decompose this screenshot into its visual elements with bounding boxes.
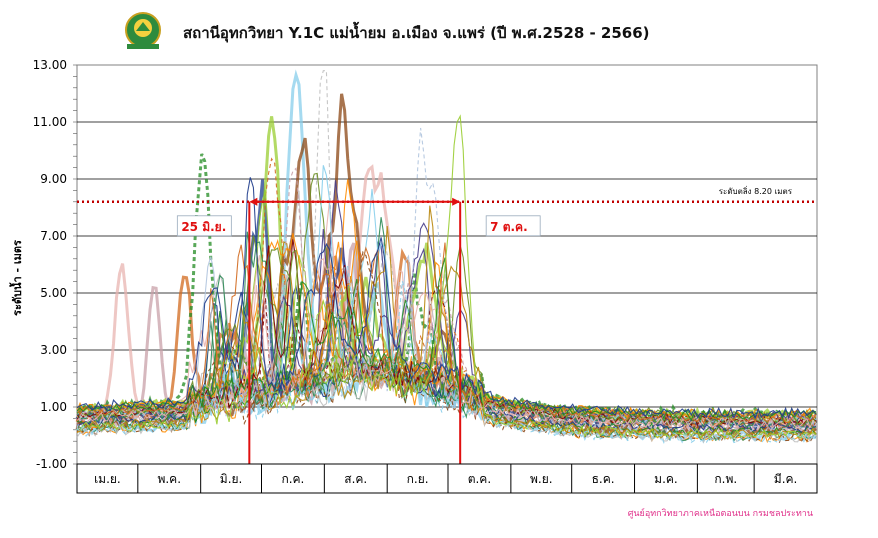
month-label: มิ.ย.: [220, 472, 243, 486]
arrowhead-left: [249, 197, 258, 206]
y-tick-label: 9.00: [40, 172, 67, 186]
annotation-label: 25 มิ.ย.: [181, 220, 226, 234]
y-tick-label: 3.00: [40, 343, 67, 357]
series-line: [75, 247, 818, 432]
annotation-box: [176, 215, 232, 237]
y-tick-label: 1.00: [40, 400, 67, 414]
y-tick-label: 13.00: [33, 58, 67, 72]
annotation-markers: 25 มิ.ย. 7 ต.ค.: [176, 197, 541, 464]
month-label: ก.พ.: [714, 472, 737, 486]
y-minor-ticks: [73, 64, 77, 465]
month-label: เม.ย.: [94, 472, 121, 486]
series-line: [76, 266, 817, 444]
series-line: [76, 179, 817, 444]
month-labels: เม.ย. พ.ค. มิ.ย. ก.ค. ส.ค. ก.ย. ต.ค. พ.ย. ธ.ค. ม.…: [94, 464, 797, 493]
month-label: ก.ค.: [281, 472, 304, 486]
series-line: [76, 127, 817, 437]
y-axis-label: ระดับน้ำ - เมตร: [9, 240, 24, 316]
month-label: พ.ย.: [530, 472, 553, 486]
annotation-box: [485, 215, 541, 237]
y-tick-label: 11.00: [33, 115, 67, 129]
series-line: [76, 257, 817, 422]
month-label: มี.ค.: [774, 472, 798, 486]
month-label: ก.ย.: [407, 472, 429, 486]
annotation-label: 7 ต.ค.: [490, 220, 527, 234]
series-line: [76, 114, 817, 440]
series-line: [76, 177, 817, 420]
y-tick-label: 5.00: [40, 286, 67, 300]
month-axis: [76, 463, 818, 494]
month-label: ส.ค.: [344, 472, 367, 486]
rid-logo-icon: [125, 12, 161, 49]
month-label: พ.ค.: [157, 472, 181, 486]
arrowhead-right: [452, 197, 461, 206]
series-lines: [75, 69, 818, 444]
y-tick-label: -1.00: [36, 457, 67, 471]
y-tick-label: 7.00: [40, 229, 67, 243]
y-tick-labels: 13.00 11.00 9.00 7.00 5.00 3.00 1.00 -1.00: [33, 58, 67, 471]
reference-line-label: ระดับตลิ่ง 8.20 เมตร: [719, 185, 793, 196]
month-label: ต.ค.: [468, 472, 491, 486]
month-label: ธ.ค.: [592, 472, 615, 486]
series-line: [76, 242, 817, 425]
credit-text: ศูนย์อุทกวิทยาภาคเหนือตอนบน กรมชลประทาน: [628, 507, 813, 519]
chart-title: สถานีอุทกวิทยา Y.1C แม่น้ำยม อ.เมือง จ.แ…: [183, 21, 650, 43]
month-label: ม.ค.: [654, 472, 678, 486]
